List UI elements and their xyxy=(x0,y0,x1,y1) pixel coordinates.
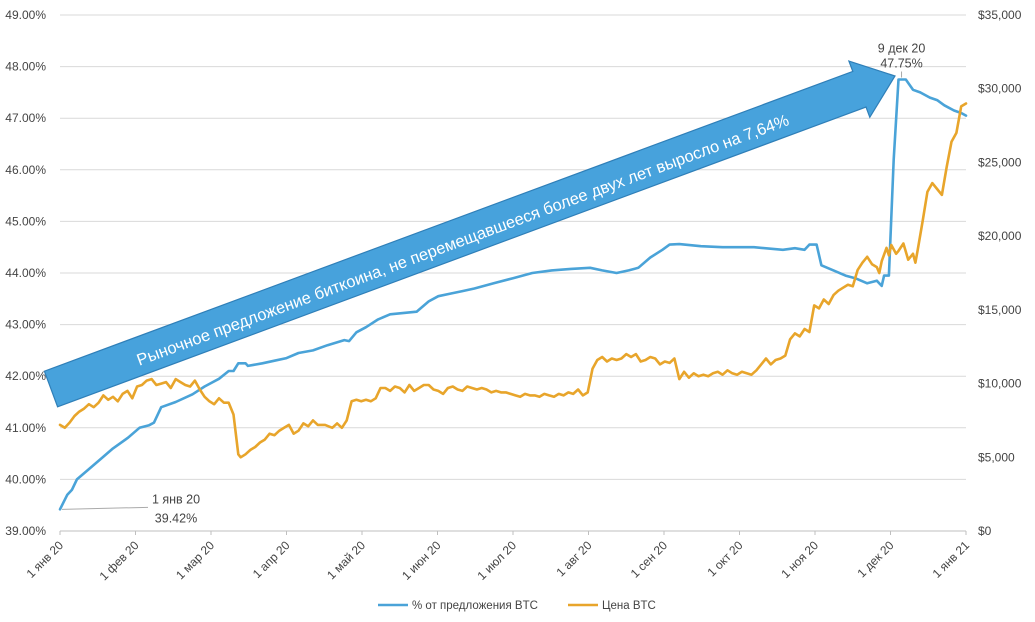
x-tick-label: 1 сен 20 xyxy=(628,538,671,581)
y-right-tick-label: $10,000 xyxy=(978,377,1022,391)
trend-arrow: Рыночное предложение биткоина, не переме… xyxy=(43,60,896,408)
y-right-tick-label: $30,000 xyxy=(978,82,1022,96)
start-leader-line xyxy=(61,506,149,510)
y-left-tick-label: 47.00% xyxy=(5,111,46,125)
y-left-tick-label: 43.00% xyxy=(5,318,46,332)
series-lines xyxy=(58,78,968,511)
y-left-tick-label: 40.00% xyxy=(5,472,46,486)
x-tick-label: 1 ноя 20 xyxy=(778,538,821,581)
trend-arrow-shape xyxy=(43,60,896,408)
y-right-tick-label: $0 xyxy=(978,524,992,538)
y-left-tick-label: 44.00% xyxy=(5,266,46,280)
x-tick-label: 1 мар 20 xyxy=(173,538,217,582)
y-left-tick-label: 42.00% xyxy=(5,369,46,383)
peak-label-value: 47.75% xyxy=(880,57,922,71)
start-label-value: 39.42% xyxy=(155,511,197,525)
x-tick-label: 1 июн 20 xyxy=(399,538,444,583)
y-left-tick-label: 48.00% xyxy=(5,60,46,74)
y-right-tick-label: $5,000 xyxy=(978,450,1015,464)
y-left-tick-label: 49.00% xyxy=(5,8,46,22)
x-tick-label: 1 янв 20 xyxy=(24,538,67,581)
x-tick-label: 1 янв 21 xyxy=(930,538,973,581)
x-tick-label: 1 июл 20 xyxy=(474,538,519,583)
y-left-tick-label: 45.00% xyxy=(5,214,46,228)
left-axis-ticks: 39.00% 40.00% 41.00% 42.00% 43.00% 44.00% 45.0… xyxy=(5,8,46,538)
y-right-tick-label: $20,000 xyxy=(978,229,1022,243)
x-tick-label: 1 апр 20 xyxy=(250,538,293,581)
start-label-date: 1 янв 20 xyxy=(152,492,200,506)
right-axis-ticks: $0 $5,000 $10,000 $15,000 $20,000 $25,000 $30,… xyxy=(978,8,1022,538)
x-tick-label: 1 авг 20 xyxy=(554,538,595,579)
peak-label-date: 9 дек 20 xyxy=(878,42,926,56)
legend: % от предложения BTC Цена BTC xyxy=(378,600,656,612)
y-left-tick-label: 39.00% xyxy=(5,524,46,538)
trend-arrow-text: Рыночное предложение биткоина, не переме… xyxy=(134,111,791,369)
y-right-tick-label: $25,000 xyxy=(978,155,1022,169)
legend-label-price: Цена BTC xyxy=(602,600,656,612)
x-axis-ticks: 1 янв 20 1 фев 20 1 мар 20 1 апр 20 1 май 20… xyxy=(24,530,973,583)
btc-price-line xyxy=(58,102,968,459)
x-tick-label: 1 фев 20 xyxy=(97,538,142,583)
x-tick-label: 1 май 20 xyxy=(324,538,368,582)
y-right-tick-label: $35,000 xyxy=(978,8,1022,22)
supply-percent-line xyxy=(58,78,968,511)
y-left-tick-label: 46.00% xyxy=(5,163,46,177)
start-annotation: 1 янв 20 39.42% xyxy=(61,492,200,525)
legend-label-supply: % от предложения BTC xyxy=(412,600,538,612)
x-tick-label: 1 окт 20 xyxy=(704,538,745,579)
x-tick-label: 1 дек 20 xyxy=(854,538,896,580)
y-left-tick-label: 41.00% xyxy=(5,421,46,435)
peak-annotation: 9 дек 20 47.75% xyxy=(878,42,926,78)
gridlines xyxy=(60,14,966,532)
y-right-tick-label: $15,000 xyxy=(978,303,1022,317)
